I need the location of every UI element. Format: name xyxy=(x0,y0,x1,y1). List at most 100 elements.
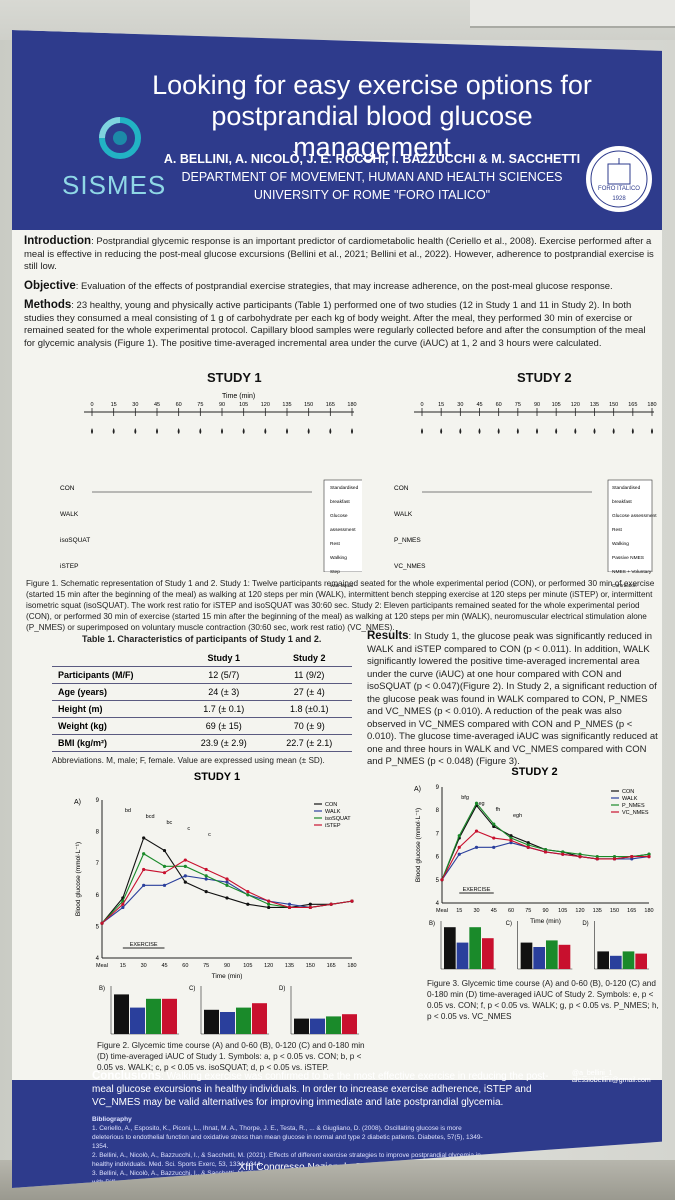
x-tick-label: Meal xyxy=(96,963,108,969)
glucose-drop-icon xyxy=(264,428,267,434)
bibliography-label: Bibliography xyxy=(92,1116,132,1123)
table-header-row: Study 1 Study 2 xyxy=(52,650,352,667)
y-tick-label: 4 xyxy=(96,956,100,962)
series-line xyxy=(441,802,650,881)
time-tick-label: 90 xyxy=(219,402,225,408)
y-tick-label: 8 xyxy=(96,830,100,836)
data-point xyxy=(457,845,461,849)
legend-item: Rest xyxy=(330,542,340,547)
figure2-caption: Figure 2. Glycemic time course (A) and 0… xyxy=(97,1041,365,1072)
data-point xyxy=(142,867,146,872)
data-point xyxy=(225,880,229,884)
table-cell: 27 (± 4) xyxy=(266,683,352,701)
data-point xyxy=(183,858,187,862)
x-axis-label: Time (min) xyxy=(530,918,561,925)
bib-item: 2. Bellini, A., Nicolò, A., Bazzucchi, I… xyxy=(92,1152,481,1168)
series-line xyxy=(101,852,353,924)
y-tick-label: 4 xyxy=(436,901,440,907)
x-tick-label: 165 xyxy=(627,908,636,914)
glucose-drop-icon xyxy=(286,428,288,434)
significance-label: c xyxy=(187,826,190,832)
department: DEPARTMENT OF MOVEMENT, HUMAN AND HEALTH… xyxy=(181,170,563,184)
data-point xyxy=(595,855,599,859)
iauc-bar xyxy=(533,947,545,969)
results-label: Results xyxy=(367,630,409,642)
schematic-row-label: iSTEP xyxy=(60,563,79,570)
panel-label: A) xyxy=(74,799,81,806)
data-point xyxy=(474,829,479,833)
schematic-row-label: isoSQUAT xyxy=(60,537,91,544)
series-line xyxy=(101,859,353,924)
y-tick-label: 5 xyxy=(96,924,100,930)
x-tick-label: 60 xyxy=(508,908,514,914)
data-point xyxy=(647,852,651,856)
email-address[interactable]: alessiobellini@gmail.com xyxy=(572,1077,651,1084)
iauc-bar xyxy=(310,1018,325,1034)
table-row: Weight (kg) 69 (± 15) 70 (± 9) xyxy=(52,717,352,735)
contact-block: @a_bellini_1 alessiobellini@gmail.com xyxy=(572,1070,662,1084)
x-tick-label: 180 xyxy=(644,908,653,914)
data-point xyxy=(561,850,565,854)
x-tick-label: 75 xyxy=(525,908,531,914)
schematic-row-label: VC_NMES xyxy=(394,563,426,570)
glucose-drop-icon xyxy=(199,428,202,434)
schematic2-legend: Standardised breakfast Glucose assessment… xyxy=(612,482,657,594)
iauc-bar xyxy=(546,940,558,969)
glucose-drop-icon xyxy=(134,428,137,434)
twitter-handle[interactable]: @a_bellini_1 xyxy=(572,1070,613,1077)
glucose-drop-icon xyxy=(516,428,519,434)
iauc-bar xyxy=(252,1003,267,1034)
significance-label: bcd xyxy=(146,814,155,820)
table-cell: Participants (M/F) xyxy=(52,666,182,684)
data-point xyxy=(204,867,208,872)
data-point xyxy=(509,841,513,845)
data-point xyxy=(578,855,582,859)
data-point xyxy=(225,877,229,881)
conclusions-label: Conclusions xyxy=(92,1070,162,1082)
table-cell: BMI (kg/m²) xyxy=(52,734,182,752)
time-tick-label: 105 xyxy=(552,402,561,408)
iauc-bar xyxy=(635,953,647,969)
iauc-bar xyxy=(162,998,177,1034)
study2-iauc-bars: B) C) D) xyxy=(429,921,649,970)
time-tick-label: 45 xyxy=(476,402,482,408)
bar-panel-label: C) xyxy=(189,986,195,992)
data-point xyxy=(246,893,250,897)
glucose-drop-icon xyxy=(242,428,245,434)
results-text: : In Study 1, the glucose peak was signi… xyxy=(367,631,658,767)
y-tick-label: 7 xyxy=(96,861,100,867)
study2-heading: STUDY 2 xyxy=(517,370,572,385)
legend-item: Walking xyxy=(612,542,629,547)
authors-block: A. BELLINI, A. NICOLÒ, J. E. ROCCHI, I. … xyxy=(142,150,602,204)
y-axis-label: Blood glucose (mmol·L⁻¹) xyxy=(75,842,82,916)
significance-label: bd xyxy=(125,808,131,814)
x-tick-label: 135 xyxy=(285,963,294,969)
table-header-cell xyxy=(52,650,182,667)
authors: A. BELLINI, A. NICOLÒ, J. E. ROCCHI, I. … xyxy=(163,152,581,166)
table-cell: Weight (kg) xyxy=(52,717,182,735)
ceiling-bar xyxy=(470,0,675,28)
glucose-drop-icon xyxy=(593,428,596,434)
text-body: Introduction: Postprandial glycemic resp… xyxy=(24,235,654,356)
objective-text: : Evaluation of the effects of postprand… xyxy=(75,280,613,292)
data-point xyxy=(162,883,167,887)
iauc-bar xyxy=(130,1007,145,1034)
time-tick-label: 30 xyxy=(132,402,138,408)
data-point xyxy=(142,852,146,856)
legend-item: Step xyxy=(330,570,340,575)
iauc-bar xyxy=(342,1014,357,1034)
data-point xyxy=(630,855,634,859)
legend-label: CON xyxy=(622,789,634,795)
data-point xyxy=(612,857,617,861)
participants-table: Study 1 Study 2 Participants (M/F) 12 (5/7… xyxy=(52,650,352,752)
data-point xyxy=(100,921,104,925)
significance-label: bc xyxy=(167,820,173,826)
bar-panel-label: B) xyxy=(99,986,105,992)
glucose-drop-icon xyxy=(307,428,310,434)
data-point xyxy=(162,848,167,853)
x-tick-label: 15 xyxy=(120,963,126,969)
data-point xyxy=(225,896,229,900)
glucose-drop-icon xyxy=(421,428,423,434)
glucose-drop-icon xyxy=(631,428,634,434)
data-point xyxy=(509,834,513,838)
